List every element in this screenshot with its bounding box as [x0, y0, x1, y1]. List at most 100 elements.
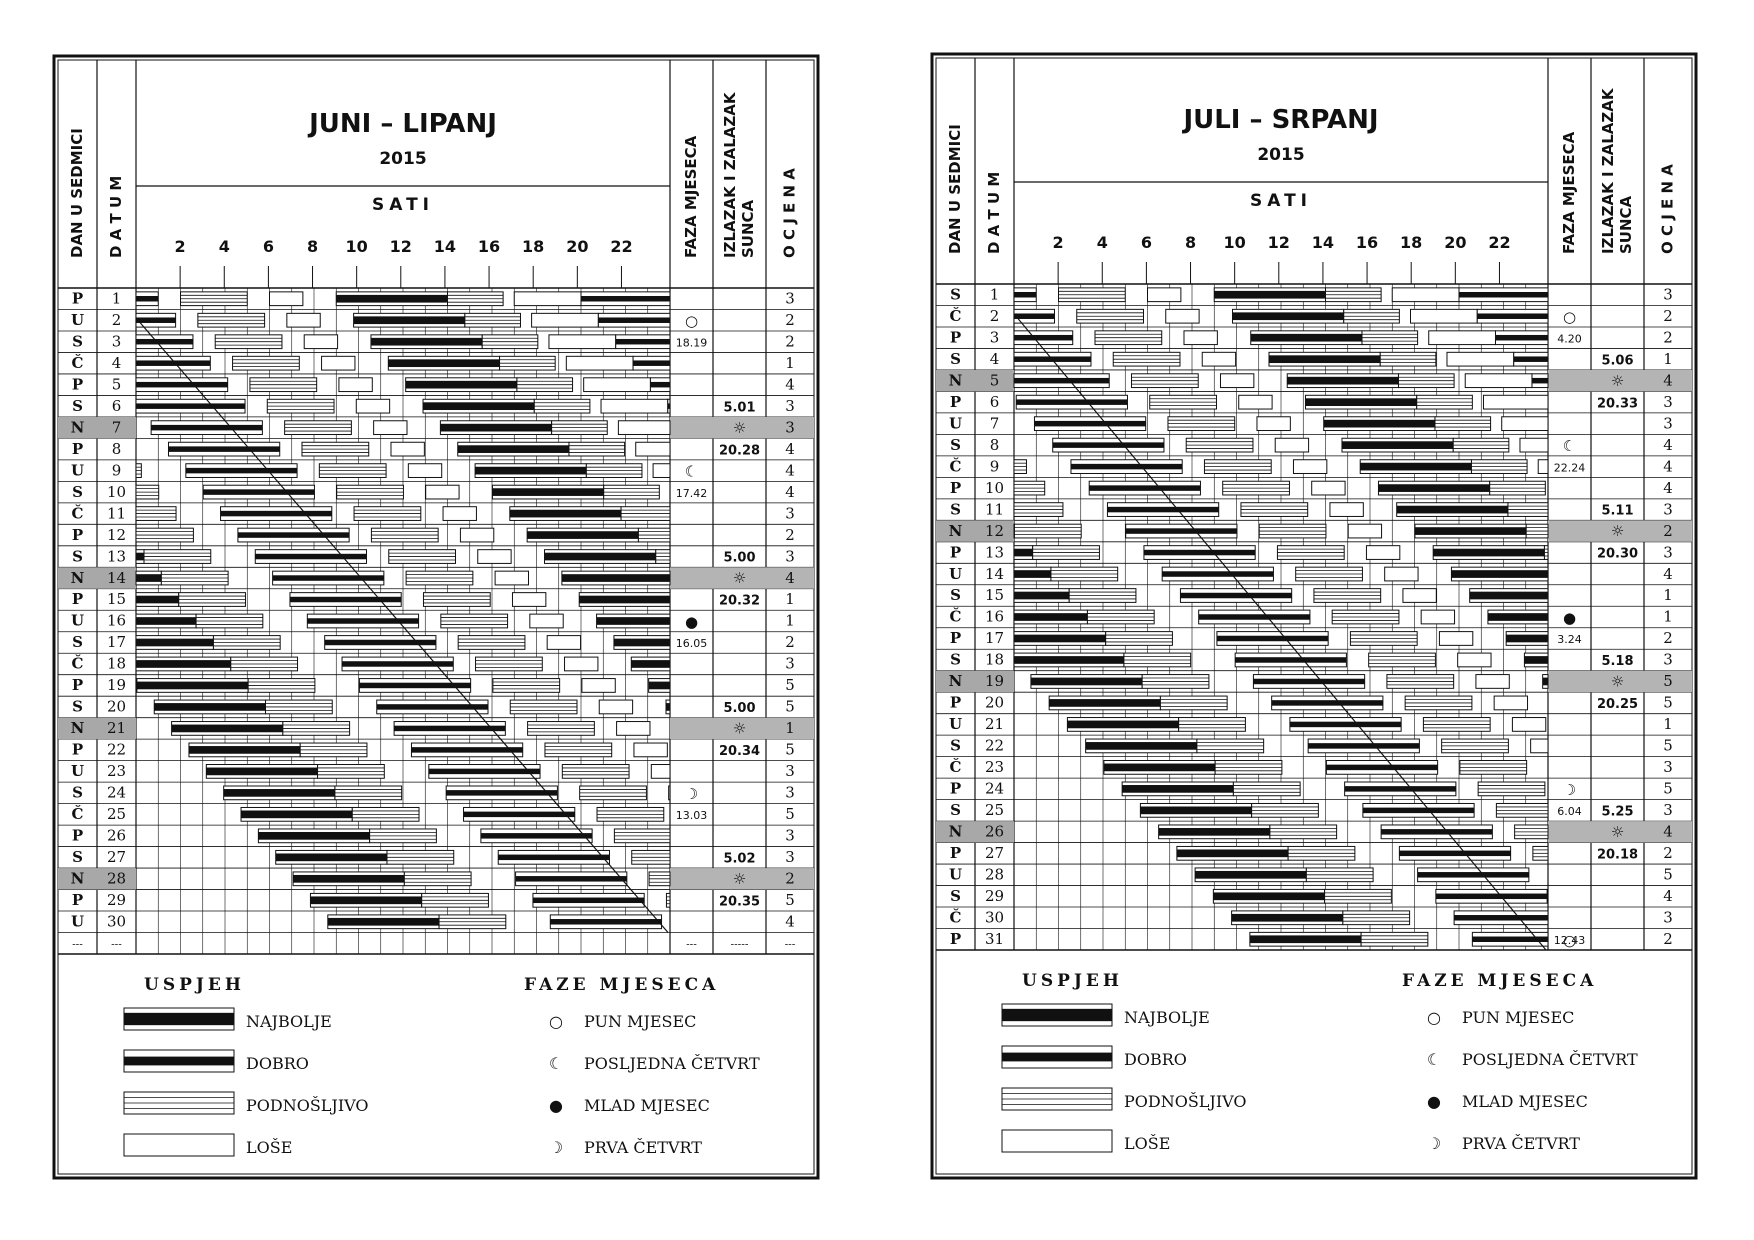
najbolje-fill: [136, 638, 214, 647]
sun-time: 20.35: [719, 894, 760, 909]
hour-tick-2: 2: [175, 237, 186, 256]
day-letter: U: [71, 461, 84, 479]
grade-value: 3: [785, 762, 795, 780]
date-number: 26: [985, 823, 1004, 841]
hour-tick-18: 18: [1400, 233, 1422, 252]
date-number: 23: [985, 758, 1004, 776]
hour-tick-4: 4: [1097, 233, 1108, 252]
date-number: 2: [112, 311, 122, 329]
sun-time: 5.06: [1601, 353, 1633, 368]
grade-value: 3: [1663, 414, 1673, 432]
day-letter: S: [950, 350, 961, 368]
sun-time: 20.25: [1597, 697, 1638, 712]
najbolje-fill: [544, 552, 656, 561]
hour-tick-22: 22: [610, 237, 632, 256]
dobro-fill: [136, 403, 246, 409]
lose-block: [355, 398, 391, 414]
diagonal-line: [1015, 315, 1547, 951]
moon-phase-symbol: ☽: [685, 785, 698, 803]
grade-value: 3: [785, 827, 795, 845]
lose-block: [583, 377, 651, 393]
calendar-year: 2015: [379, 149, 426, 169]
lose-block: [1420, 609, 1456, 625]
diagonal-line: [137, 319, 669, 933]
hour-tick-20: 20: [566, 237, 588, 256]
lose-block: [286, 312, 321, 328]
sun-time: ☼: [1611, 673, 1624, 691]
hour-tick-14: 14: [434, 237, 456, 256]
najbolje-fill: [405, 380, 517, 389]
hour-tick-10: 10: [346, 237, 368, 256]
najbolje-fill: [223, 789, 335, 797]
day-letter: Č: [72, 655, 84, 673]
sun-time: 20.32: [719, 594, 760, 609]
moon-phase-symbol: ●: [1563, 609, 1576, 627]
grade-value: 4: [785, 913, 795, 931]
dobro-fill: [394, 725, 506, 732]
najbolje-fill: [370, 337, 483, 346]
day-letter: N: [949, 823, 963, 841]
najbolje-fill: [1323, 419, 1435, 428]
hour-tick-10: 10: [1224, 233, 1246, 252]
date-number: 14: [985, 565, 1004, 583]
legend-moon-label: PRVA ČETVRT: [1462, 1133, 1580, 1153]
lose-block: [1402, 588, 1437, 603]
grade-value: 3: [1663, 909, 1673, 927]
dobro-fill: [1034, 420, 1146, 427]
grade-value: 2: [785, 526, 795, 544]
date-number: 13: [985, 543, 1004, 561]
najbolje-fill: [1250, 333, 1362, 342]
najbolje-fill: [171, 724, 283, 733]
najbolje-fill: [648, 681, 670, 690]
legend-moon-title: FAZE MJESECA: [524, 975, 719, 995]
dobro-fill: [1216, 635, 1329, 642]
najbolje-fill: [1542, 677, 1548, 686]
lose-block: [407, 463, 443, 478]
grade-value: 4: [785, 569, 795, 587]
grade-value: 3: [785, 655, 795, 673]
sun-time: ☼: [733, 419, 746, 437]
dobro-fill: [1107, 506, 1219, 513]
date-number: 27: [985, 844, 1004, 862]
dobro-fill: [667, 403, 670, 409]
grade-value: 2: [785, 332, 795, 350]
sun-time: ☼: [1611, 522, 1624, 540]
day-letter: S: [950, 651, 961, 669]
lose-block: [442, 506, 477, 521]
day-letter: P: [950, 328, 961, 346]
najbolje-fill: [1213, 892, 1325, 901]
dobro-fill: [1002, 1052, 1112, 1062]
date-number: 17: [107, 633, 126, 651]
dobro-fill: [272, 575, 384, 581]
dobro-fill: [411, 747, 523, 753]
date-number: 17: [985, 629, 1004, 647]
legend-moon-label: PUN MJESEC: [584, 1012, 696, 1031]
date-number: 18: [107, 655, 126, 673]
sunday-shade: [670, 416, 814, 439]
najbolje-fill: [1014, 570, 1051, 578]
lose-block: [565, 355, 634, 371]
day-letter: S: [950, 737, 961, 755]
najbolje-fill: [241, 810, 353, 819]
grade-value: 1: [1663, 350, 1673, 368]
najbolje-fill: [1195, 870, 1307, 879]
moon-phase-time: 6.04: [1557, 805, 1582, 818]
grade-value: 5: [1663, 672, 1673, 690]
lose-block: [1311, 480, 1346, 496]
najbolje-fill: [1433, 548, 1545, 557]
grade-value: 3: [1663, 543, 1673, 561]
dobro-fill: [615, 338, 670, 345]
date-number: 1: [112, 289, 122, 307]
grade-value: 1: [785, 354, 795, 372]
grade-value: 5: [785, 676, 795, 694]
date-number: 6: [990, 393, 1000, 411]
dobro-fill: [136, 338, 193, 345]
najbolje-fill: [1014, 548, 1033, 557]
sun-time: ☼: [1611, 372, 1624, 390]
dobro-fill: [1399, 850, 1511, 857]
moon-phase-symbol: ☽: [1563, 781, 1576, 799]
footer-dash: ---: [111, 940, 122, 951]
lose-block: [513, 291, 582, 307]
dobro-fill: [532, 897, 645, 904]
legend-moon-symbol: ☽: [1427, 1134, 1441, 1153]
